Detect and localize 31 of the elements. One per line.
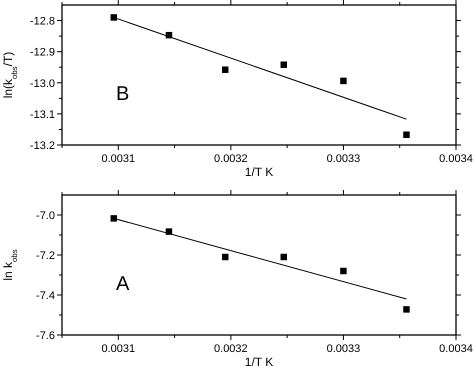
y-tick-label: -7.4: [36, 290, 55, 302]
y-tick-label: -13.2: [30, 140, 55, 152]
point: [222, 254, 228, 260]
x-tick-label: 0.0033: [326, 343, 360, 355]
annotation: B: [116, 83, 130, 105]
point: [280, 61, 288, 68]
x-axis-title: 1/T K: [244, 355, 274, 369]
x-tick-label: 0.0034: [439, 153, 473, 165]
point: [222, 66, 228, 73]
point: [110, 215, 118, 222]
x-tick-label: 0.0031: [101, 153, 136, 165]
point: [340, 268, 347, 274]
point: [403, 306, 410, 313]
x-axis-title: 1/T K: [244, 165, 274, 179]
point: [340, 78, 347, 84]
point: [280, 254, 288, 260]
x-tick-label: 0.0032: [214, 343, 248, 355]
y-tick-label: -13.0: [30, 78, 55, 90]
y-tick-label: -7.0: [36, 210, 55, 222]
point: [110, 14, 118, 21]
x-tick-label: 0.0033: [326, 153, 360, 165]
y-tick-label: -7.2: [36, 250, 55, 262]
x-tick-label: 0.0034: [439, 343, 473, 355]
point: [403, 131, 410, 138]
x-tick-label: 0.0031: [101, 343, 136, 355]
y-tick-label: -7.6: [36, 330, 55, 342]
y-tick-label: -12.9: [30, 46, 55, 59]
y-tick-label: -12.8: [30, 16, 55, 28]
x-tick-label: 0.0032: [214, 153, 248, 165]
y-tick-label: -13.1: [30, 108, 55, 121]
annotation: A: [116, 273, 130, 295]
